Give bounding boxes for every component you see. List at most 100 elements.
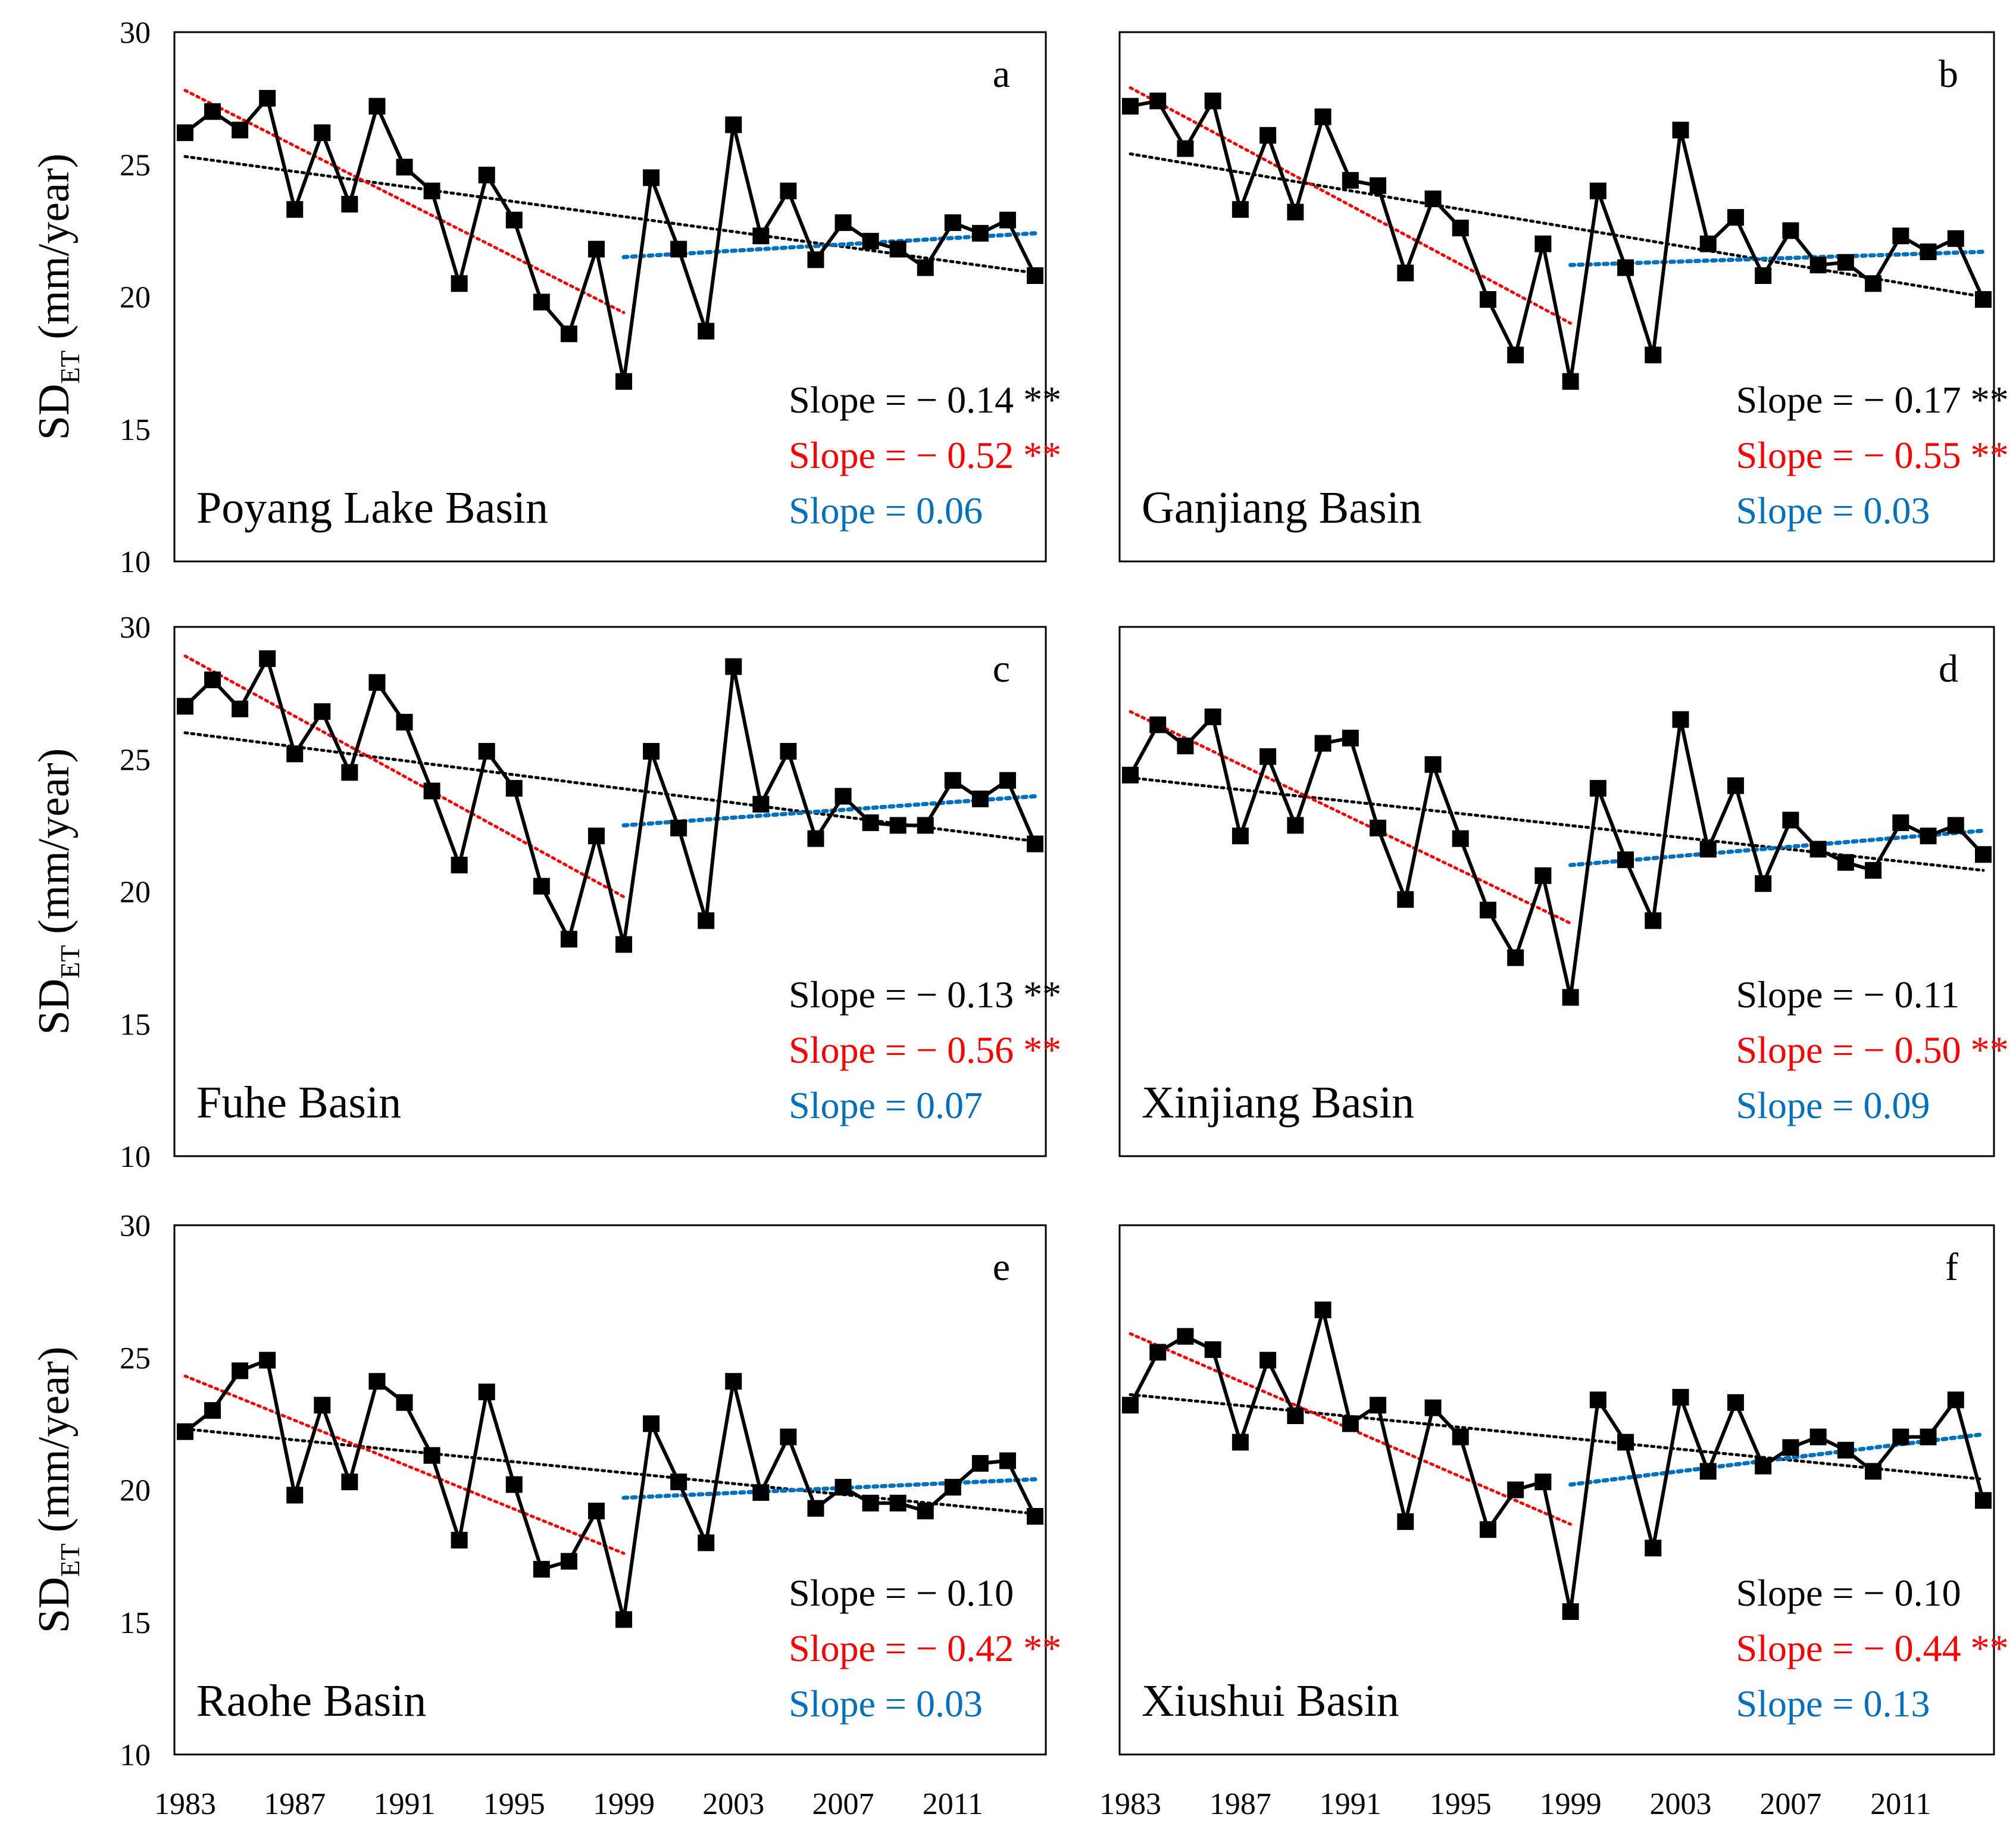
- data-point-marker: [1452, 1428, 1469, 1445]
- trend-line-overall: [1129, 152, 1985, 298]
- data-point-marker: [1314, 1301, 1332, 1319]
- data-point-marker: [1534, 235, 1552, 252]
- slope-value: Slope = 0.06: [789, 489, 983, 532]
- y-tick-label: 25: [120, 1341, 151, 1375]
- data-point-marker: [1837, 254, 1854, 271]
- data-point-marker: [204, 1402, 221, 1419]
- data-series-line: [183, 654, 1037, 945]
- data-point-marker: [451, 1531, 468, 1548]
- data-point-marker: [615, 373, 633, 390]
- data-point-marker: [1975, 846, 1992, 863]
- data-point-marker: [698, 912, 715, 929]
- data-point-marker: [725, 1373, 742, 1390]
- data-point-marker: [368, 674, 386, 691]
- y-axis-label-main: SD: [30, 979, 79, 1035]
- data-point-marker: [1204, 708, 1221, 726]
- data-point-marker: [451, 275, 468, 292]
- y-axis-label-unit: (mm/year): [30, 154, 79, 351]
- data-point-marker: [862, 233, 879, 250]
- trend-line-early: [183, 89, 626, 314]
- data-point-marker: [1149, 92, 1167, 110]
- data-point-marker: [889, 241, 907, 258]
- slope-value: Slope = 0.03: [789, 1682, 983, 1725]
- significance-marker: **: [1023, 973, 1061, 1016]
- x-tick-label: 1991: [1320, 1787, 1381, 1821]
- data-point-marker: [560, 931, 577, 948]
- panel-letter: e: [993, 1245, 1010, 1289]
- data-point-marker: [396, 1394, 413, 1411]
- data-point-marker: [1865, 1463, 1882, 1480]
- y-tick-label: 30: [120, 1209, 151, 1243]
- data-point-marker: [1370, 177, 1387, 194]
- data-point-marker: [368, 98, 386, 115]
- data-point-marker: [971, 790, 989, 807]
- data-point-marker: [423, 1447, 440, 1464]
- data-point-marker: [670, 241, 687, 258]
- data-point-marker: [1645, 912, 1662, 929]
- data-point-marker: [1122, 98, 1139, 115]
- data-point-marker: [670, 1473, 687, 1491]
- data-point-marker: [1452, 219, 1469, 236]
- data-point-marker: [1314, 108, 1332, 126]
- data-point-marker: [1259, 127, 1277, 144]
- data-point-marker: [807, 251, 824, 269]
- data-point-marker: [560, 325, 577, 342]
- slope-annotation-late: Slope = 0.13: [1736, 1682, 1930, 1725]
- data-point-marker: [314, 1397, 331, 1414]
- data-point-marker: [999, 211, 1016, 229]
- data-point-marker: [1699, 235, 1717, 252]
- slope-value: Slope = − 0.14: [789, 379, 1014, 421]
- significance-marker: **: [1971, 1627, 2009, 1669]
- data-point-marker: [1755, 1457, 1772, 1475]
- data-point-marker: [917, 259, 934, 276]
- data-point-marker: [1920, 243, 1937, 260]
- slope-gap: [1014, 434, 1023, 476]
- significance-marker: **: [1023, 434, 1061, 476]
- slope-gap: [1014, 1029, 1023, 1071]
- data-point-marker: [780, 182, 797, 199]
- data-point-marker: [1975, 1492, 1992, 1509]
- trend-line-overall: [1129, 1393, 1985, 1481]
- data-point-marker: [314, 703, 331, 720]
- data-point-marker: [1672, 711, 1689, 728]
- slope-annotation-late: Slope = 0.03: [789, 1682, 983, 1725]
- y-tick-label: 10: [120, 1738, 151, 1772]
- data-point-marker: [1232, 828, 1249, 845]
- data-point-marker: [204, 103, 221, 120]
- slope-annotation-late: Slope = 0.09: [1736, 1084, 1930, 1126]
- data-point-marker: [971, 224, 989, 242]
- slope-gap: [1014, 379, 1023, 421]
- significance-marker: **: [1971, 1029, 2009, 1071]
- slope-annotation-overall: Slope = − 0.11: [1736, 973, 1960, 1016]
- y-tick-label: 15: [120, 1008, 151, 1042]
- trend-line-late: [621, 1477, 1037, 1500]
- data-point-marker: [725, 116, 742, 133]
- data-point-marker: [917, 1503, 934, 1520]
- plot-frame: [1118, 31, 1995, 563]
- data-point-marker: [1177, 738, 1194, 755]
- data-point-marker: [204, 671, 221, 688]
- data-point-marker: [259, 650, 276, 667]
- y-axis-label: SDET (mm/year): [30, 748, 85, 1035]
- data-point-marker: [1232, 1434, 1249, 1451]
- data-point-marker: [1837, 1441, 1854, 1459]
- x-tick-label: 1987: [264, 1787, 326, 1821]
- data-point-marker: [1424, 1399, 1442, 1416]
- panel-letter: c: [993, 647, 1010, 691]
- data-point-marker: [560, 1553, 577, 1570]
- y-tick-label: 25: [120, 148, 151, 182]
- slope-value: Slope = − 0.17: [1736, 379, 1961, 421]
- trend-line-overall: [183, 1427, 1037, 1516]
- data-point-marker: [999, 1452, 1016, 1469]
- y-axis-label-main: SD: [30, 1577, 79, 1634]
- slope-value: Slope = − 0.10: [789, 1572, 1014, 1614]
- data-point-marker: [1947, 1391, 1964, 1409]
- data-point-marker: [834, 788, 852, 805]
- trend-line-overall: [1129, 776, 1985, 872]
- slope-gap: [1014, 1627, 1023, 1669]
- data-point-marker: [1314, 735, 1332, 752]
- data-point-marker: [1645, 1540, 1662, 1557]
- slope-annotation-overall: Slope = − 0.17 **: [1736, 379, 2009, 421]
- data-point-marker: [1755, 875, 1772, 892]
- data-point-marker: [615, 936, 633, 953]
